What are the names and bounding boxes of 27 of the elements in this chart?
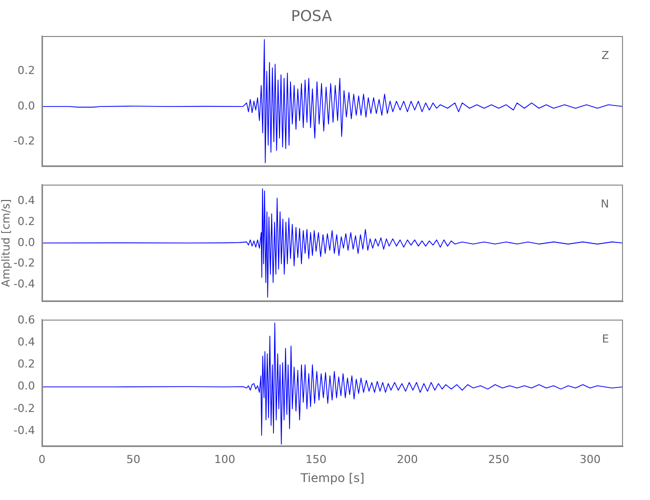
y-tick-label: -0.2	[14, 134, 35, 148]
y-tick-label: 0.6	[18, 314, 35, 327]
x-tick-label: 100	[214, 452, 236, 466]
x-tick-label: 50	[126, 452, 140, 466]
x-tick-label: 300	[580, 452, 601, 466]
y-tick-label: -0.4	[14, 424, 35, 437]
x-tick-label: 150	[306, 452, 327, 466]
y-tick-label: 0.4	[18, 336, 35, 349]
y-tick-label: -0.2	[14, 256, 35, 270]
chart-title: POSA	[291, 6, 333, 25]
y-axis-title: Amplitud [cm/s]	[0, 199, 12, 287]
y-tick-label: 0.2	[18, 358, 35, 371]
y-tick-label: 0.2	[18, 64, 35, 78]
y-tick-label: 0.4	[18, 194, 35, 208]
annotation: N	[600, 197, 609, 210]
x-tick-label: 200	[396, 452, 418, 466]
x-tick-label: 250	[488, 452, 510, 466]
y-tick-label: 0.0	[18, 236, 35, 249]
x-tick-label: 0	[38, 452, 46, 466]
y-tick-label: 0.0	[18, 380, 35, 393]
annotation: Z	[601, 48, 610, 62]
y-tick-label: -0.4	[14, 278, 35, 291]
y-tick-label: -0.2	[14, 402, 35, 415]
y-tick-label: 0.2	[18, 215, 35, 228]
x-axis-title: Tiempo [s]	[300, 470, 364, 485]
y-tick-label: 0.0	[18, 99, 35, 112]
annotation: E	[602, 332, 610, 346]
